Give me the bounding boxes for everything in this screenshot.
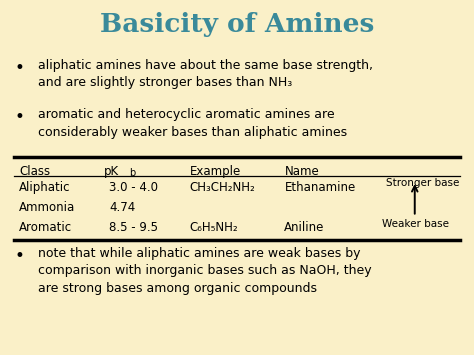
Text: 3.0 - 4.0: 3.0 - 4.0	[109, 181, 158, 194]
Text: Aniline: Aniline	[284, 221, 325, 234]
Text: pK: pK	[104, 165, 119, 178]
Text: Ethanamine: Ethanamine	[284, 181, 356, 194]
Text: Aliphatic: Aliphatic	[19, 181, 71, 194]
Text: aromatic and heterocyclic aromatic amines are
considerably weaker bases than ali: aromatic and heterocyclic aromatic amine…	[38, 108, 347, 139]
Text: aliphatic amines have about the same base strength,
and are slightly stronger ba: aliphatic amines have about the same bas…	[38, 59, 373, 89]
Text: Aromatic: Aromatic	[19, 221, 72, 234]
Text: Class: Class	[19, 165, 50, 178]
Text: Stronger base: Stronger base	[386, 178, 460, 188]
Text: •: •	[14, 108, 24, 126]
Text: •: •	[14, 59, 24, 77]
Text: C₆H₅NH₂: C₆H₅NH₂	[190, 221, 238, 234]
Text: Name: Name	[284, 165, 319, 178]
Text: Weaker base: Weaker base	[382, 219, 448, 229]
Text: Ammonia: Ammonia	[19, 201, 75, 214]
Text: b: b	[129, 168, 135, 178]
Text: 8.5 - 9.5: 8.5 - 9.5	[109, 221, 158, 234]
Text: Example: Example	[190, 165, 241, 178]
Text: note that while aliphatic amines are weak bases by
comparison with inorganic bas: note that while aliphatic amines are wea…	[38, 247, 372, 295]
Text: Basicity of Amines: Basicity of Amines	[100, 12, 374, 37]
Text: 4.74: 4.74	[109, 201, 135, 214]
Text: CH₃CH₂NH₂: CH₃CH₂NH₂	[190, 181, 255, 194]
Text: •: •	[14, 247, 24, 265]
